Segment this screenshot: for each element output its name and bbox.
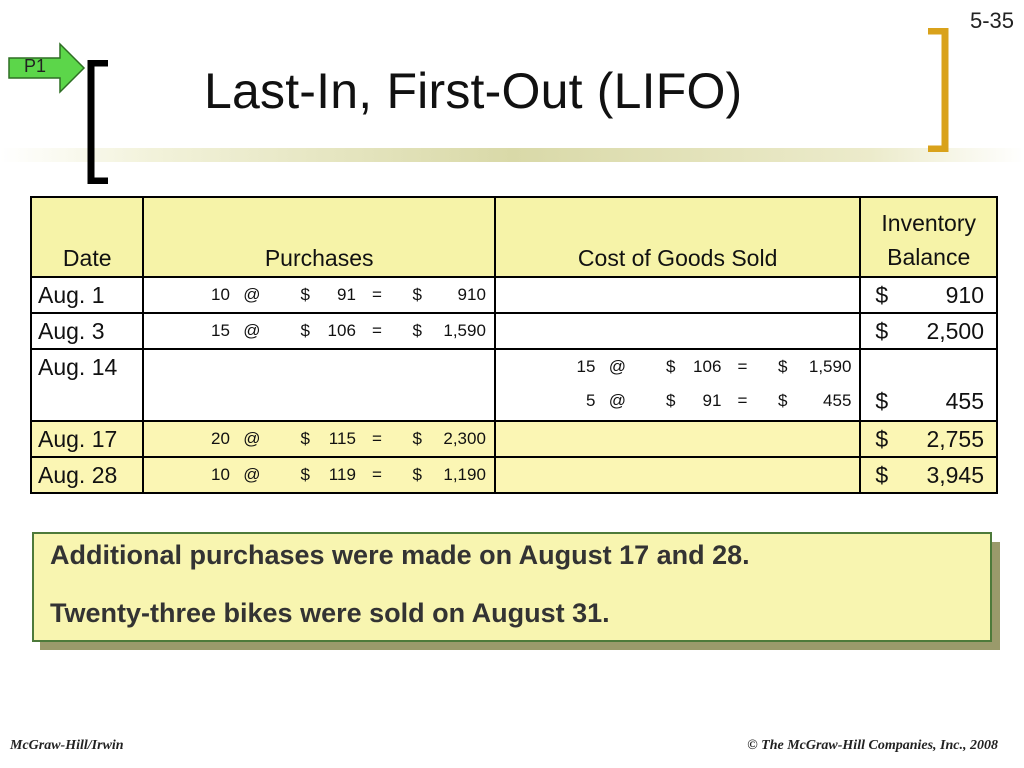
dollar-sign: $ bbox=[300, 429, 310, 448]
header-purchases: Purchases bbox=[142, 196, 496, 278]
left-bracket-icon bbox=[87, 60, 108, 184]
callout-line-1: Additional purchases were made on August… bbox=[50, 540, 750, 570]
at-sign: @ bbox=[608, 391, 627, 410]
balance-amount: 2,500 bbox=[926, 317, 984, 344]
purchase-line: 15 @ $ 106 = $ 1,590 bbox=[144, 314, 493, 348]
table-header-row: Date Purchases Cost of Goods Sold Invent… bbox=[29, 196, 998, 278]
cogs-cell bbox=[493, 420, 862, 458]
page-title: Last-In, First-Out (LIFO) bbox=[204, 63, 743, 119]
cogs-cell bbox=[493, 456, 862, 494]
at-sign: @ bbox=[243, 321, 261, 340]
dollar-sign: $ bbox=[412, 321, 422, 340]
unit-cost: 106 bbox=[327, 321, 356, 340]
row-date: Aug. 17 bbox=[38, 426, 118, 452]
arrow-tag-icon bbox=[8, 42, 86, 94]
lifo-table: Date Purchases Cost of Goods Sold Invent… bbox=[29, 196, 998, 496]
qty: 15 bbox=[210, 321, 230, 340]
header-date: Date bbox=[29, 196, 145, 278]
equals-sign: = bbox=[371, 429, 382, 448]
row-date: Aug. 3 bbox=[38, 318, 105, 344]
header-inventory-line2: Balance bbox=[887, 244, 971, 270]
table-row: Aug. 1 10 @ $ 91 = $ 910 $ 910 bbox=[29, 276, 998, 314]
row-date: Aug. 14 bbox=[38, 354, 118, 380]
balance-amount: 2,755 bbox=[926, 425, 984, 452]
total-cost: 1,590 bbox=[443, 321, 486, 340]
table-row-highlighted: Aug. 17 20 @ $ 115 = $ 2,300 $ 2,755 bbox=[29, 420, 998, 458]
callout-line-2: Twenty-three bikes were sold on August 3… bbox=[50, 598, 610, 628]
unit-cost: 91 bbox=[336, 285, 356, 304]
footer-copyright: © The McGraw-Hill Companies, Inc., 2008 bbox=[747, 738, 998, 753]
at-sign: @ bbox=[608, 357, 627, 376]
at-sign: @ bbox=[243, 285, 261, 304]
header-inventory-line1: Inventory bbox=[881, 210, 976, 236]
total-cost: 2,300 bbox=[443, 429, 486, 448]
dollar-sign: $ bbox=[412, 465, 422, 484]
purchase-line: 10 @ $ 119 = $ 1,190 bbox=[144, 458, 493, 492]
at-sign: @ bbox=[243, 465, 261, 484]
info-callout: Additional purchases were made on August… bbox=[32, 532, 992, 642]
cogs-line: 15 @ $ 106 = $ 1,590 bbox=[496, 350, 860, 384]
balance-amount: 455 bbox=[945, 387, 984, 414]
slide-number: 5-35 bbox=[969, 8, 1014, 33]
dollar-sign: $ bbox=[875, 461, 889, 488]
inventory-balance: $ 2,755 bbox=[861, 422, 996, 456]
inventory-balance: $ 455 bbox=[861, 384, 996, 418]
table-row-highlighted: Aug. 28 10 @ $ 119 = $ 1,190 $ 3,945 bbox=[29, 456, 998, 494]
table-row: Aug. 14 15 @ $ 106 = $ 1,590 5 @ $ 91 = bbox=[29, 348, 998, 422]
cogs-cell bbox=[493, 312, 862, 350]
learning-objective-tag: P1 bbox=[8, 42, 86, 94]
header-cogs: Cost of Goods Sold bbox=[493, 196, 862, 278]
dollar-sign: $ bbox=[777, 391, 788, 410]
dollar-sign: $ bbox=[412, 285, 422, 304]
equals-sign: = bbox=[371, 465, 382, 484]
dollar-sign: $ bbox=[875, 281, 889, 308]
header-inventory-balance: Inventory Balance bbox=[859, 196, 998, 278]
qty: 10 bbox=[210, 285, 230, 304]
dollar-sign: $ bbox=[412, 429, 422, 448]
purchase-cell bbox=[142, 348, 496, 422]
dollar-sign: $ bbox=[665, 391, 676, 410]
inventory-balance: $ 2,500 bbox=[861, 314, 996, 348]
total-cost: 1,190 bbox=[443, 465, 486, 484]
dollar-sign: $ bbox=[300, 285, 310, 304]
inventory-balance: $ 3,945 bbox=[861, 458, 996, 492]
unit-cost: 119 bbox=[328, 465, 356, 484]
total-cost: 1,590 bbox=[808, 357, 852, 376]
inventory-balance: $ 910 bbox=[861, 278, 996, 312]
at-sign: @ bbox=[243, 429, 261, 448]
dollar-sign: $ bbox=[875, 387, 889, 414]
total-cost: 910 bbox=[457, 285, 486, 304]
qty: 20 bbox=[210, 429, 230, 448]
equals-sign: = bbox=[737, 391, 748, 410]
total-cost: 455 bbox=[823, 391, 852, 410]
dollar-sign: $ bbox=[300, 465, 310, 484]
equals-sign: = bbox=[737, 357, 748, 376]
right-bracket-icon bbox=[928, 28, 949, 152]
row-date: Aug. 1 bbox=[38, 282, 105, 308]
purchase-line: 10 @ $ 91 = $ 910 bbox=[144, 278, 493, 312]
equals-sign: = bbox=[371, 285, 382, 304]
tag-label: P1 bbox=[24, 56, 47, 76]
qty: 10 bbox=[210, 465, 230, 484]
unit-cost: 91 bbox=[702, 391, 722, 410]
qty: 15 bbox=[576, 357, 596, 376]
dollar-sign: $ bbox=[300, 321, 310, 340]
table-row: Aug. 3 15 @ $ 106 = $ 1,590 $ 2,500 bbox=[29, 312, 998, 350]
balance-amount: 910 bbox=[945, 281, 984, 308]
footer-publisher: McGraw-Hill/Irwin bbox=[10, 738, 124, 753]
unit-cost: 115 bbox=[328, 429, 356, 448]
equals-sign: = bbox=[371, 321, 382, 340]
dollar-sign: $ bbox=[665, 357, 676, 376]
dollar-sign: $ bbox=[875, 425, 889, 452]
balance-amount: 3,945 bbox=[926, 461, 984, 488]
unit-cost: 106 bbox=[693, 357, 722, 376]
cogs-cell bbox=[493, 276, 862, 314]
dollar-sign: $ bbox=[777, 357, 788, 376]
header-stripe bbox=[0, 148, 1024, 162]
dollar-sign: $ bbox=[875, 317, 889, 344]
cogs-line: 5 @ $ 91 = $ 455 bbox=[496, 384, 860, 418]
row-date: Aug. 28 bbox=[38, 462, 118, 488]
qty: 5 bbox=[585, 391, 596, 410]
purchase-line: 20 @ $ 115 = $ 2,300 bbox=[144, 422, 493, 456]
